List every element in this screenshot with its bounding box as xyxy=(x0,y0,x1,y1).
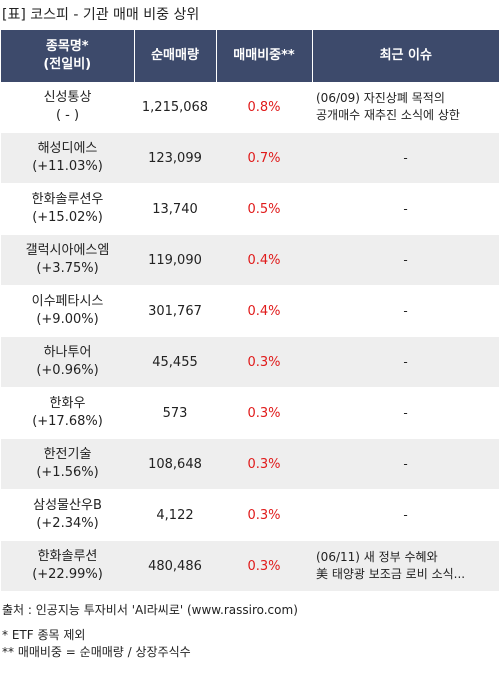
stock-name-cell: 하나투어 (+0.96%) xyxy=(1,336,134,388)
recent-issue-cell: - xyxy=(312,132,499,184)
table-row: 한전기술 (+1.56%) 108,648 0.3% - xyxy=(1,438,499,490)
table-row: 갤럭시아에스엠 (+3.75%) 119,090 0.4% - xyxy=(1,234,499,286)
table-row: 이수페타시스 (+9.00%) 301,767 0.4% - xyxy=(1,285,499,337)
source-text: 출처 : 인공지능 투자비서 'AI라씨로' (www.rassiro.com) xyxy=(2,603,298,617)
recent-issue: - xyxy=(403,354,408,369)
stock-name: 한화솔루션 xyxy=(37,549,98,564)
header-name: 종목명* (전일비) xyxy=(1,30,135,82)
stock-name: 하나투어 xyxy=(43,345,92,360)
recent-issue: - xyxy=(403,303,408,318)
stock-name: 해성디에스 xyxy=(37,141,98,156)
stock-change: (+11.03%) xyxy=(32,159,103,174)
recent-issue-cell: - xyxy=(312,489,499,541)
recent-issue-line2: 공개매수 재추진 소식에 상한 xyxy=(316,108,460,122)
trade-ratio: 0.3% xyxy=(216,489,312,541)
stock-change: (+2.34%) xyxy=(36,516,99,531)
footnote-etf: * ETF 종목 제외 xyxy=(2,628,86,642)
trade-ratio: 0.4% xyxy=(216,234,312,286)
net-volume: 1,215,068 xyxy=(134,82,216,133)
stock-change: (+9.00%) xyxy=(36,312,99,327)
recent-issue-cell: - xyxy=(312,234,499,286)
header-issue: 최근 이슈 xyxy=(312,30,499,82)
recent-issue-line2: 美 태양광 보조금 로비 소식... xyxy=(316,567,466,581)
institution-trading-table: 종목명* (전일비) 순매매량 매매비중** 최근 이슈 신성통상 ( - ) 1,… xyxy=(1,30,499,592)
table-row: 한화우 (+17.68%) 573 0.3% - xyxy=(1,387,499,439)
trade-ratio: 0.3% xyxy=(216,540,312,592)
stock-name-cell: 이수페타시스 (+9.00%) xyxy=(1,285,134,337)
net-volume: 45,455 xyxy=(134,336,216,388)
table-title: [표] 코스피 - 기관 매매 비중 상위 xyxy=(2,7,200,23)
trade-ratio: 0.7% xyxy=(216,132,312,184)
stock-name: 한화솔루션우 xyxy=(31,192,104,207)
stock-name-cell: 해성디에스 (+11.03%) xyxy=(1,132,134,184)
trade-ratio: 0.4% xyxy=(216,285,312,337)
stock-name: 신성통상 xyxy=(43,90,92,105)
stock-name-cell: 한전기술 (+1.56%) xyxy=(1,438,134,490)
recent-issue: - xyxy=(403,201,408,216)
trade-ratio: 0.8% xyxy=(216,82,312,133)
recent-issue: - xyxy=(403,150,408,165)
trade-ratio: 0.3% xyxy=(216,336,312,388)
recent-issue-cell: - xyxy=(312,285,499,337)
stock-change: (+15.02%) xyxy=(32,210,103,225)
stock-name: 한화우 xyxy=(49,396,86,411)
stock-name: 한전기술 xyxy=(43,447,92,462)
header-volume: 순매매량 xyxy=(134,30,217,82)
stock-name-cell: 삼성물산우B (+2.34%) xyxy=(1,489,134,541)
net-volume: 108,648 xyxy=(134,438,216,490)
table-row: 하나투어 (+0.96%) 45,455 0.3% - xyxy=(1,336,499,388)
recent-issue-line1: (06/11) 새 정부 수혜와 xyxy=(316,550,438,564)
stock-change: (+3.75%) xyxy=(36,261,99,276)
stock-change: (+0.96%) xyxy=(36,363,99,378)
stock-name-cell: 한화솔루션우 (+15.02%) xyxy=(1,183,134,235)
stock-name-cell: 한화우 (+17.68%) xyxy=(1,387,134,439)
stock-change: (+22.99%) xyxy=(32,567,103,582)
recent-issue: - xyxy=(403,456,408,471)
table-row: 해성디에스 (+11.03%) 123,099 0.7% - xyxy=(1,132,499,184)
net-volume: 480,486 xyxy=(134,540,216,592)
table-row: 삼성물산우B (+2.34%) 4,122 0.3% - xyxy=(1,489,499,541)
stock-change: ( - ) xyxy=(55,108,80,123)
table-row: 한화솔루션우 (+15.02%) 13,740 0.5% - xyxy=(1,183,499,235)
stock-name-cell: 신성통상 ( - ) xyxy=(1,82,134,133)
trade-ratio: 0.3% xyxy=(216,387,312,439)
trade-ratio: 0.3% xyxy=(216,438,312,490)
stock-name: 갤럭시아에스엠 xyxy=(25,243,110,258)
net-volume: 123,099 xyxy=(134,132,216,184)
net-volume: 573 xyxy=(134,387,216,439)
trade-ratio: 0.5% xyxy=(216,183,312,235)
table-header-row: 종목명* (전일비) 순매매량 매매비중** 최근 이슈 xyxy=(1,30,499,82)
recent-issue-cell: (06/11) 새 정부 수혜와 美 태양광 보조금 로비 소식... xyxy=(312,540,499,592)
recent-issue-cell: - xyxy=(312,336,499,388)
stock-name-cell: 갤럭시아에스엠 (+3.75%) xyxy=(1,234,134,286)
net-volume: 301,767 xyxy=(134,285,216,337)
recent-issue: - xyxy=(403,507,408,522)
header-name-line2: (전일비) xyxy=(43,57,92,72)
stock-change: (+17.68%) xyxy=(32,414,103,429)
footnote-ratio: ** 매매비중 = 순매매량 / 상장주식수 xyxy=(2,645,191,659)
recent-issue-line1: (06/09) 자진상폐 목적의 xyxy=(316,91,445,105)
header-name-line1: 종목명* xyxy=(45,39,89,54)
stock-change: (+1.56%) xyxy=(36,465,99,480)
net-volume: 119,090 xyxy=(134,234,216,286)
net-volume: 13,740 xyxy=(134,183,216,235)
table-row: 신성통상( - ) 1,215,068 0.8% (06/09) 자진상폐 목적의 공개… xyxy=(1,82,499,133)
stock-name: 이수페타시스 xyxy=(31,294,104,309)
table-row: 한화솔루션 (+22.99%) 480,486 0.3% (06/11) 새 정부 수혜… xyxy=(1,540,499,592)
stock-name: 삼성물산우B xyxy=(33,498,102,513)
recent-issue: - xyxy=(403,405,408,420)
recent-issue: - xyxy=(403,252,408,267)
recent-issue-cell: - xyxy=(312,387,499,439)
recent-issue-cell: - xyxy=(312,183,499,235)
stock-name-cell: 한화솔루션 (+22.99%) xyxy=(1,540,134,592)
recent-issue-cell: - xyxy=(312,438,499,490)
net-volume: 4,122 xyxy=(134,489,216,541)
header-ratio: 매매비중** xyxy=(216,30,313,82)
